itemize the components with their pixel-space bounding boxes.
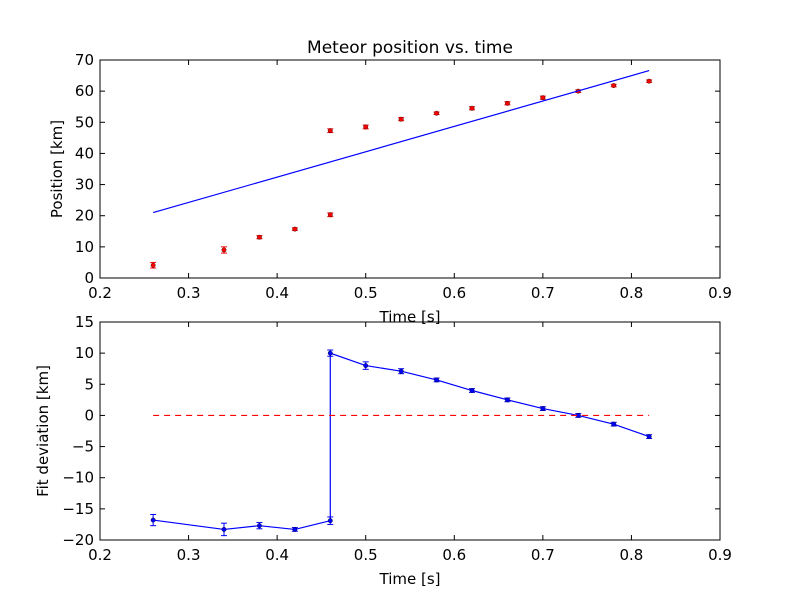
deviation-x-axis-label: Time [s] xyxy=(379,570,441,588)
deviation-data-point xyxy=(611,421,617,427)
position-data-point xyxy=(540,95,546,101)
deviation-x-tick-label: 0.3 xyxy=(177,546,201,564)
deviation-x-tick-label: 0.8 xyxy=(619,546,643,564)
deviation-data-point xyxy=(292,527,298,532)
position-x-axis-label: Time [s] xyxy=(379,308,441,326)
position-data-point xyxy=(434,110,439,116)
deviation-y-tick-label: 10 xyxy=(75,344,94,362)
deviation-x-tick-label: 0.4 xyxy=(265,546,289,564)
deviation-plot-area xyxy=(150,349,653,537)
deviation-y-tick-label: 5 xyxy=(84,375,94,393)
deviation-x-ticks: 0.2 0.3 0.4 0.5 0.6 0.7 0.8 0.9 xyxy=(88,322,732,564)
deviation-data-point xyxy=(398,368,404,374)
position-x-tick-label: 0.7 xyxy=(531,284,555,302)
position-x-tick-label: 0.5 xyxy=(354,284,378,302)
chart-title: Meteor position vs. time xyxy=(307,38,513,58)
position-data-point xyxy=(646,78,652,84)
position-y-tick-label: 10 xyxy=(75,238,94,256)
position-x-tick-label: 0.3 xyxy=(177,284,201,302)
deviation-chart: 0.2 0.3 0.4 0.5 0.6 0.7 0.8 0.9 −20 −15 −10 −5 0 5 10… xyxy=(34,313,732,588)
position-chart: Meteor position vs. time 0.2 0.3 0.4 0.5 0.6… xyxy=(48,38,732,326)
deviation-y-tick-label: −15 xyxy=(62,500,94,518)
position-series-line xyxy=(152,70,650,214)
deviation-y-tick-label: −5 xyxy=(72,438,94,456)
deviation-data-point xyxy=(327,518,333,524)
deviation-data-point xyxy=(327,350,333,356)
deviation-data-point xyxy=(221,527,227,532)
deviation-y-tick-label: 0 xyxy=(84,406,94,424)
position-y-tick-label: 70 xyxy=(75,51,94,69)
deviation-y-tick-label: −20 xyxy=(62,531,94,549)
deviation-series-line xyxy=(153,352,650,531)
position-data-point xyxy=(327,212,333,218)
deviation-x-tick-label: 0.2 xyxy=(88,546,112,564)
position-y-ticks: 0 10 20 30 40 50 60 70 xyxy=(75,51,720,287)
position-data-point xyxy=(469,105,475,111)
position-y-tick-label: 0 xyxy=(84,269,94,287)
position-data-point xyxy=(505,100,510,106)
position-y-tick-label: 20 xyxy=(75,207,94,225)
position-x-tick-label: 0.9 xyxy=(708,284,732,302)
deviation-axes-frame xyxy=(99,321,721,541)
position-y-tick-label: 40 xyxy=(75,144,94,162)
position-x-tick-label: 0.8 xyxy=(619,284,643,302)
position-y-tick-label: 50 xyxy=(75,113,94,131)
deviation-data-point xyxy=(646,434,652,440)
position-data-point xyxy=(221,247,227,253)
position-data-point xyxy=(327,128,333,134)
position-y-axis-label: Position [km] xyxy=(48,120,66,218)
deviation-data-point xyxy=(363,363,369,368)
position-x-tick-label: 0.6 xyxy=(442,284,466,302)
deviation-data-point xyxy=(540,406,546,411)
deviation-data-point xyxy=(257,523,262,529)
position-data-point xyxy=(611,83,617,88)
deviation-data-point xyxy=(469,388,475,393)
position-data-point xyxy=(292,226,298,232)
position-x-ticks: 0.2 0.3 0.4 0.5 0.6 0.7 0.8 0.9 xyxy=(88,60,732,302)
deviation-x-tick-label: 0.7 xyxy=(531,546,555,564)
deviation-data-point xyxy=(434,377,439,383)
position-x-tick-label: 0.4 xyxy=(265,284,289,302)
deviation-y-axis-label: Fit deviation [km] xyxy=(34,365,52,497)
deviation-x-tick-label: 0.6 xyxy=(442,546,466,564)
position-axes-frame xyxy=(99,59,721,279)
position-plot-area xyxy=(150,70,653,269)
deviation-data-point xyxy=(505,397,510,403)
deviation-x-tick-label: 0.5 xyxy=(354,546,378,564)
position-data-point xyxy=(257,234,262,240)
position-data-point xyxy=(398,116,404,122)
position-data-point xyxy=(150,262,156,268)
deviation-y-tick-label: 15 xyxy=(75,313,94,331)
position-data-point xyxy=(363,124,369,130)
deviation-x-tick-label: 0.9 xyxy=(708,546,732,564)
deviation-y-ticks: −20 −15 −10 −5 0 5 10 15 xyxy=(62,313,720,549)
deviation-y-tick-label: −10 xyxy=(62,469,94,487)
deviation-data-point xyxy=(150,517,156,523)
position-x-tick-label: 0.2 xyxy=(88,284,112,302)
position-y-tick-label: 30 xyxy=(75,176,94,194)
position-y-tick-label: 60 xyxy=(75,82,94,100)
